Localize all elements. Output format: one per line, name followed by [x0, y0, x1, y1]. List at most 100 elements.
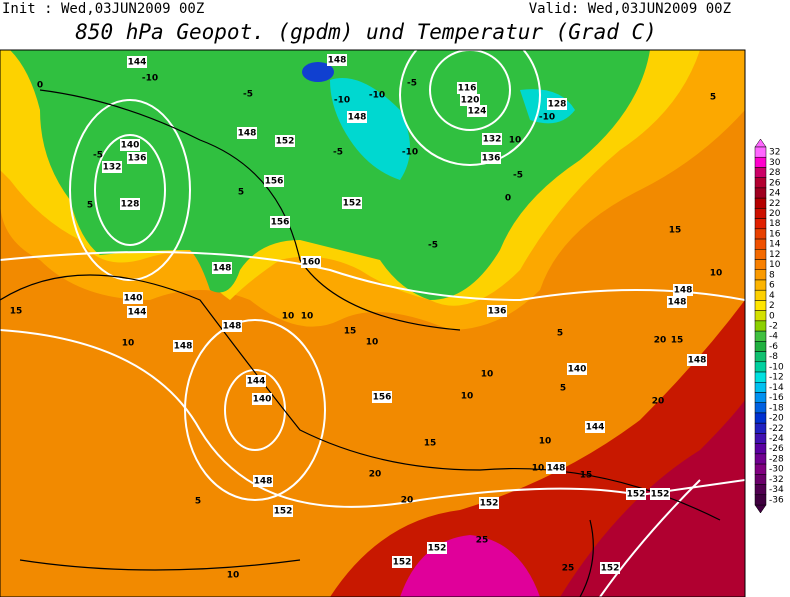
colorbar-label: -10 — [769, 362, 784, 372]
label-box — [246, 375, 266, 387]
contour-label: 5 — [238, 188, 244, 198]
contour-label: 140 — [121, 141, 140, 151]
colorbar-swatch — [754, 463, 767, 475]
contour-label: 10 — [461, 392, 474, 402]
colorbar-label: 16 — [769, 229, 781, 239]
label-box — [546, 462, 566, 474]
label-box — [585, 421, 605, 433]
contour-label: 10 — [710, 269, 723, 279]
contour-label: -5 — [93, 151, 103, 161]
contour-label: 148 — [674, 286, 693, 296]
colorbar-label: -16 — [769, 393, 784, 403]
label-box — [460, 94, 480, 106]
label-box — [687, 354, 707, 366]
colorbar-label: 0 — [769, 311, 775, 321]
colorbar-label: 24 — [769, 189, 781, 199]
colorbar-swatch — [754, 484, 767, 496]
contour-label: 10 — [481, 370, 494, 380]
contour-label: 152 — [651, 490, 670, 500]
label-box — [120, 198, 140, 210]
label-box — [212, 262, 232, 274]
label-box — [127, 306, 147, 318]
colorbar-swatch — [754, 177, 767, 189]
contour-label: 120 — [461, 96, 480, 106]
label-box — [275, 135, 295, 147]
contour-label: 152 — [627, 490, 646, 500]
label-box — [327, 54, 347, 66]
contour-label: 10 — [122, 339, 135, 349]
contour-label: 10 — [509, 136, 522, 146]
colorbar-swatch — [754, 392, 767, 403]
contour-label: -5 — [407, 79, 417, 89]
colorbar-label: 6 — [769, 281, 775, 291]
contour-label: 128 — [121, 200, 140, 210]
contour-label: 140 — [124, 294, 143, 304]
contour-label: 148 — [688, 356, 707, 366]
colorbar-label: 8 — [769, 270, 775, 280]
label-box — [427, 542, 447, 554]
contour-label: 156 — [373, 393, 392, 403]
contour-label: 136 — [482, 154, 501, 164]
colorbar-label: 20 — [769, 209, 781, 219]
contour-label: 128 — [548, 100, 567, 110]
colorbar-label: 10 — [769, 260, 781, 270]
contour-label: 148 — [254, 477, 273, 487]
colorbar-swatch — [754, 474, 767, 485]
contour-label: 152 — [601, 564, 620, 574]
colorbar: 32302826242220181614121086420-2-4-6-8-10… — [754, 138, 784, 514]
contour-label: 156 — [265, 177, 284, 187]
contour-label: 10 — [366, 338, 379, 348]
label-box — [127, 152, 147, 164]
colorbar-label: -24 — [769, 434, 784, 444]
contour-label: 5 — [195, 497, 201, 507]
label-box — [253, 475, 273, 487]
label-box — [567, 363, 587, 375]
contour-label: 25 — [562, 564, 575, 574]
contour-label: 144 — [586, 423, 605, 433]
contour-label: 25 — [476, 536, 489, 546]
contour-label: 148 — [223, 322, 242, 332]
label-box — [626, 488, 646, 500]
colorbar-swatch — [754, 156, 767, 168]
contour-label: 10 — [532, 464, 545, 474]
colorbar-label: 28 — [769, 168, 781, 178]
label-box — [457, 82, 477, 94]
contour-label: 5 — [710, 93, 716, 103]
label-box — [650, 488, 670, 500]
contour-label: 152 — [343, 199, 362, 209]
contour-label: 152 — [274, 507, 293, 517]
colorbar-label: -8 — [769, 352, 778, 362]
colorbar-swatch — [754, 402, 767, 414]
colorbar-swatch — [754, 218, 767, 230]
contour-label: 148 — [328, 56, 347, 66]
colorbar-arrow — [754, 138, 767, 148]
valid-time: Valid: Wed,03JUN2009 00Z — [529, 1, 731, 17]
colorbar-swatch — [754, 351, 767, 363]
contour-label: 116 — [458, 84, 477, 94]
contour-label: 20 — [369, 470, 382, 480]
contour-label: 5 — [560, 384, 566, 394]
contour-label: 144 — [128, 58, 147, 68]
contour-label: 10 — [282, 312, 295, 322]
colorbar-swatch — [754, 238, 767, 250]
init-time: Init : Wed,03JUN2009 00Z — [2, 1, 204, 17]
label-box — [273, 505, 293, 517]
colorbar-swatch — [754, 310, 767, 322]
contour-label: -5 — [243, 90, 253, 100]
label-box — [252, 393, 272, 405]
contour-label: 132 — [483, 135, 502, 145]
label-box — [673, 284, 693, 296]
contour-label: 152 — [428, 544, 447, 554]
contour-label: 15 — [344, 327, 357, 337]
contour-label: 148 — [238, 129, 257, 139]
colorbar-swatch — [754, 197, 767, 209]
contour-label: 144 — [247, 377, 266, 387]
label-box — [467, 105, 487, 117]
map-frame — [0, 49, 746, 597]
contour-label: 148 — [547, 464, 566, 474]
contour-label: 15 — [580, 471, 593, 481]
label-box — [120, 139, 140, 151]
contour-label: 144 — [128, 308, 147, 318]
contour-label: 152 — [393, 558, 412, 568]
